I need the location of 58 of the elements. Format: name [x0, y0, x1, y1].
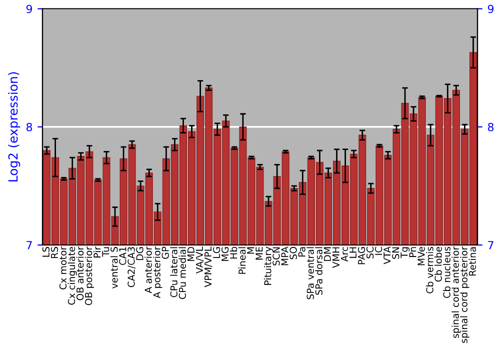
x-tick-label: CA1	[119, 247, 126, 265]
y2-tick-label: 9	[488, 4, 494, 14]
x-tick-label: Cb nucleus	[443, 246, 450, 298]
x-tick-label: LS	[42, 246, 50, 257]
x-tick-label: A posterior	[153, 246, 162, 298]
x-tick-label: VMH	[332, 247, 340, 268]
x-tick-label: Tg	[400, 247, 410, 258]
x-tick-label: SCN	[272, 247, 280, 266]
x-tick-label: VA/VL	[196, 246, 204, 274]
x-tick-label: PAG	[358, 247, 366, 264]
x-tick-label: A anterior	[144, 246, 152, 294]
x-tick-label: MVe	[418, 246, 425, 266]
x-tick-label: Pituitary	[264, 246, 274, 285]
x-tick-label: Retina	[468, 247, 476, 276]
x-tick-label: DG	[136, 247, 144, 260]
x-tick-label: CPu medial	[178, 247, 186, 300]
y-tick-label: 9	[26, 4, 32, 14]
x-tick-label: ventral S	[110, 246, 118, 288]
x-tick-label: SO	[290, 246, 297, 260]
x-tick-label: Arc	[341, 246, 348, 262]
x-tick-label: Pir	[93, 246, 101, 258]
x-tick-label: VPM/VPL	[204, 246, 212, 288]
x-tick-label: Hb	[230, 246, 238, 259]
x-tick-label: LG	[212, 247, 220, 258]
x-tick-label: VTA	[384, 246, 391, 264]
x-tick-label: Pa	[298, 247, 306, 257]
x-tick-label: ME	[256, 246, 263, 260]
x-tick-label: CA2/CA3	[128, 247, 136, 288]
x-tick-label: SPa ventral	[306, 247, 314, 300]
x-tick-label: Pn	[409, 247, 416, 257]
x-tick-label: MD	[187, 246, 194, 261]
x-tick-label: Cx cingulate	[68, 246, 77, 305]
x-tick-label: Tu	[102, 247, 110, 257]
x-tick-label: DM	[324, 247, 331, 261]
x-tick-label: spinal cord anterior	[452, 246, 461, 338]
x-tick-label: Pineal	[238, 247, 246, 274]
x-tick-label: OB posterior	[84, 246, 94, 306]
y-axis-title: Log2 (expression)	[8, 72, 20, 182]
x-tick-label: MPA	[281, 246, 288, 266]
x-tick-label: MG	[221, 247, 229, 261]
x-tick-label: Cb vermis	[426, 246, 434, 294]
x-tick-label: IC	[375, 246, 382, 255]
y2-tick-label: 7	[488, 241, 494, 250]
x-tick-label: spinal cord posterior	[460, 246, 470, 343]
x-tick-label: CPu lateral	[170, 247, 178, 298]
x-tick-label: Cb lobe	[434, 246, 442, 282]
x-tick-label: OB anterior	[76, 246, 84, 300]
x-tick-label: Cx motor	[59, 246, 67, 290]
x-tick-label: RS	[50, 246, 58, 258]
y2-tick-label: 8	[488, 122, 494, 132]
x-tick-label: GP	[162, 246, 169, 259]
x-tick-label: SC	[366, 246, 374, 258]
x-tick-label: M	[247, 247, 254, 254]
x-tick-label: LH	[350, 247, 356, 258]
y-tick-label: 7	[26, 241, 32, 250]
x-tick-label: SN	[392, 247, 400, 259]
y-tick-label: 8	[26, 122, 32, 132]
x-tick-label: SPa dorsal	[315, 247, 322, 295]
